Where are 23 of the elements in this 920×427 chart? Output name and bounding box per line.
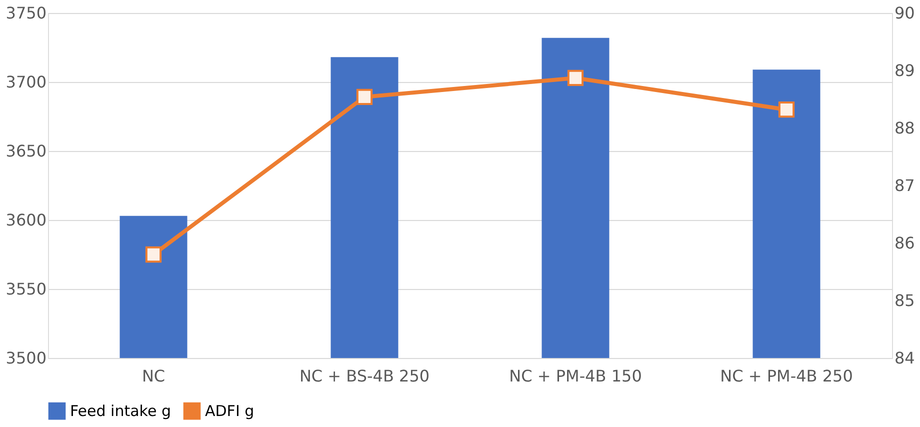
x-tick-label: NC + BS-4B 250 bbox=[299, 366, 430, 386]
y2-tick-label: 89 bbox=[894, 61, 915, 80]
y2-tick-label: 86 bbox=[894, 234, 915, 252]
point bbox=[567, 70, 584, 86]
y-tick-label: 3750 bbox=[6, 4, 46, 22]
x-tick-label: NC + PM-4B 250 bbox=[720, 366, 853, 386]
y-tick-label: 3500 bbox=[6, 348, 46, 368]
legend-label: ADFI g bbox=[205, 402, 254, 420]
y-tick-label: 3550 bbox=[6, 280, 46, 298]
y2-tick-label: 87 bbox=[894, 176, 915, 195]
x-tick-label: NC bbox=[142, 366, 166, 386]
point bbox=[145, 246, 162, 263]
y2-tick-label: 84 bbox=[894, 348, 915, 368]
y2-tick-label: 85 bbox=[894, 291, 915, 310]
point bbox=[356, 88, 373, 106]
y-tick-label: 3650 bbox=[6, 142, 46, 160]
y-tick-label: 3700 bbox=[6, 72, 46, 92]
y2-tick-label: 88 bbox=[894, 118, 915, 138]
legend-label: Feed intake g bbox=[70, 402, 171, 420]
x-tick-label: NC + PM-4B 150 bbox=[509, 366, 642, 386]
y-tick-label: 3600 bbox=[6, 210, 46, 230]
point bbox=[778, 102, 795, 118]
y2-tick-label: 90 bbox=[894, 4, 915, 22]
